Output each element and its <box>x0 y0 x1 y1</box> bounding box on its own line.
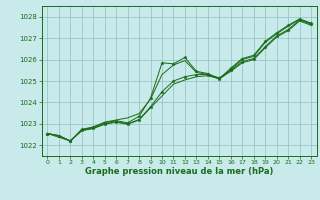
X-axis label: Graphe pression niveau de la mer (hPa): Graphe pression niveau de la mer (hPa) <box>85 167 273 176</box>
